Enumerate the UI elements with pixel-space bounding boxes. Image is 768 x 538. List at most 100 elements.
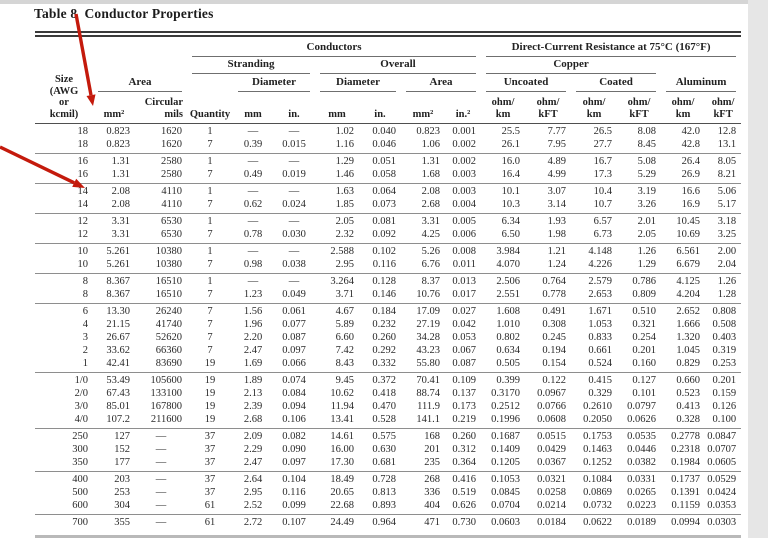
unit-area-in2: in.² bbox=[445, 92, 482, 125]
cell: 3.26 bbox=[617, 198, 662, 214]
unit-aluminum-ohm-kft: ohm/ kFT bbox=[705, 92, 742, 125]
cell: 0.575 bbox=[372, 431, 396, 442]
cell: 0.127 bbox=[632, 375, 657, 386]
cell: 2.05 bbox=[335, 216, 354, 227]
cell: 6.57 bbox=[593, 216, 613, 227]
cell: 4.99 bbox=[525, 168, 572, 184]
cell: 7 bbox=[187, 198, 233, 214]
cell: 1.56 bbox=[243, 306, 263, 317]
cell: 42.41 bbox=[93, 357, 135, 373]
cell: 0.1391 bbox=[671, 487, 701, 498]
cell: 0.087 bbox=[282, 332, 306, 343]
cell: 0.015 bbox=[273, 138, 315, 154]
table-row: 12 3.31 6530 7 0.78 0.030 2.32 0.092 4.25 0.006 6.… bbox=[35, 228, 742, 244]
cell: 133100 bbox=[150, 388, 183, 399]
cell: 0.040 bbox=[372, 126, 396, 137]
cell: 0.321 bbox=[632, 319, 657, 330]
cell: 0.160 bbox=[617, 357, 662, 373]
cell: 4.25 bbox=[401, 228, 445, 244]
cell: 0.154 bbox=[525, 357, 572, 373]
cell: 1.63 bbox=[335, 186, 354, 197]
cell: 0.087 bbox=[445, 357, 482, 373]
table-row: 1 42.41 83690 19 1.69 0.066 8.43 0.332 55.80 0.08… bbox=[35, 357, 742, 373]
cell: 1 bbox=[207, 246, 213, 257]
size-group: 250 127—37 2.09 0.082 14.61 0.575 168 0.260 0.16… bbox=[35, 429, 742, 472]
cell: 8 bbox=[82, 276, 88, 287]
cell: 0.778 bbox=[525, 288, 572, 304]
table-row: 14 2.08 4110 1 — — 1.63 0.064 2.08 0.003 10.1 3.07 1… bbox=[35, 184, 741, 199]
cell: — bbox=[288, 156, 300, 167]
cell: 0.0797 bbox=[627, 401, 657, 412]
table-row: 600 304—61 2.52 0.099 22.68 0.893 404 0.626 0.07… bbox=[35, 499, 742, 515]
cell: 1.24 bbox=[525, 258, 572, 274]
cell: 0.0608 bbox=[525, 413, 572, 429]
cell: 2.39 bbox=[243, 401, 263, 412]
cell: 0.005 bbox=[452, 216, 477, 227]
cell: 0.0605 bbox=[705, 456, 742, 472]
cell: 7 bbox=[207, 345, 213, 356]
cell: 0.808 bbox=[712, 306, 737, 317]
cell: 7 bbox=[187, 168, 233, 184]
cell: 201 bbox=[424, 444, 440, 455]
cell: 0.0869 bbox=[583, 487, 613, 498]
cell: 0.0626 bbox=[617, 413, 662, 429]
table-row: 300 152 — 37 2.29 0.090 16.00 0.630 201 0.312 0.14… bbox=[35, 444, 741, 457]
cell: 22.68 bbox=[315, 499, 359, 515]
cell: 16.00 bbox=[330, 444, 354, 455]
cell: 2.653 bbox=[571, 288, 618, 304]
cell: 1.29 bbox=[335, 156, 354, 167]
cell: 27.7 bbox=[571, 138, 618, 154]
cell: 1.31 bbox=[93, 168, 135, 184]
unit-overall-in: in. bbox=[359, 92, 401, 125]
cell: 7.95 bbox=[525, 138, 572, 154]
table-title: Table 8 Conductor Properties bbox=[34, 6, 214, 21]
cell: 10.62 bbox=[330, 388, 354, 399]
cell: 1 bbox=[35, 357, 93, 373]
cell: 1.053 bbox=[588, 319, 613, 330]
cell: 13.1 bbox=[705, 138, 742, 154]
cell: 0.077 bbox=[282, 319, 306, 330]
cell: 0.002 bbox=[452, 156, 477, 167]
cell: 1.69 bbox=[233, 357, 273, 373]
cell: 0.893 bbox=[359, 499, 401, 515]
table-row: 10 5.261 10380 7 0.98 0.038 2.95 0.116 6.76 0.011… bbox=[35, 258, 742, 274]
cell: 336 bbox=[424, 487, 440, 498]
cell: 1.23 bbox=[233, 288, 273, 304]
cell: 0.0622 bbox=[583, 517, 613, 528]
cell: 12 bbox=[77, 216, 89, 227]
cell: 0.0704 bbox=[481, 499, 526, 515]
cell: 25.5 bbox=[501, 126, 521, 137]
cell: 0.245 bbox=[542, 332, 567, 343]
cell: 2.95 bbox=[315, 258, 359, 274]
cell: 61 bbox=[204, 517, 216, 528]
cell: 2.72 bbox=[243, 517, 263, 528]
table-row: 700 355 — 61 2.72 0.107 24.49 0.964 471 0.730 0.06… bbox=[35, 515, 741, 532]
cell: 0.49 bbox=[233, 168, 273, 184]
cell: 2.47 bbox=[233, 456, 273, 472]
table-row: 400 203 — 37 2.64 0.104 18.49 0.728 268 0.416 0.10… bbox=[35, 472, 741, 487]
cell: 2580 bbox=[161, 156, 182, 167]
cell: 700 bbox=[72, 517, 88, 528]
cell: 43.23 bbox=[416, 345, 440, 356]
cell: 0.260 bbox=[452, 431, 477, 442]
cell: 37 bbox=[204, 444, 216, 455]
cell: 304 bbox=[93, 499, 135, 515]
cell: — bbox=[288, 276, 300, 287]
cell: 0.0353 bbox=[705, 499, 742, 515]
coated-header: Coated bbox=[571, 74, 661, 93]
cell: 3.984 bbox=[496, 246, 521, 257]
cell: 0.004 bbox=[445, 198, 482, 214]
cell: 26240 bbox=[155, 306, 182, 317]
cell: 3.71 bbox=[315, 288, 359, 304]
cell: 4.89 bbox=[547, 156, 567, 167]
size-group: 12 3.31 6530 1— —2.05 0.081 3.31 0.005 6.34 1.93 6… bbox=[35, 214, 742, 244]
table-row: 6 13.30 26240 7 1.56 0.061 4.67 0.184 17.09 0.027… bbox=[35, 304, 741, 319]
unit-mm2: mm² bbox=[93, 92, 135, 125]
cell: 0.1252 bbox=[571, 456, 618, 472]
cell: 1.010 bbox=[496, 319, 521, 330]
cell: 0.660 bbox=[676, 375, 701, 386]
cell: 2.506 bbox=[496, 276, 521, 287]
cell: 3.07 bbox=[547, 186, 567, 197]
cell: 0.137 bbox=[452, 388, 477, 399]
